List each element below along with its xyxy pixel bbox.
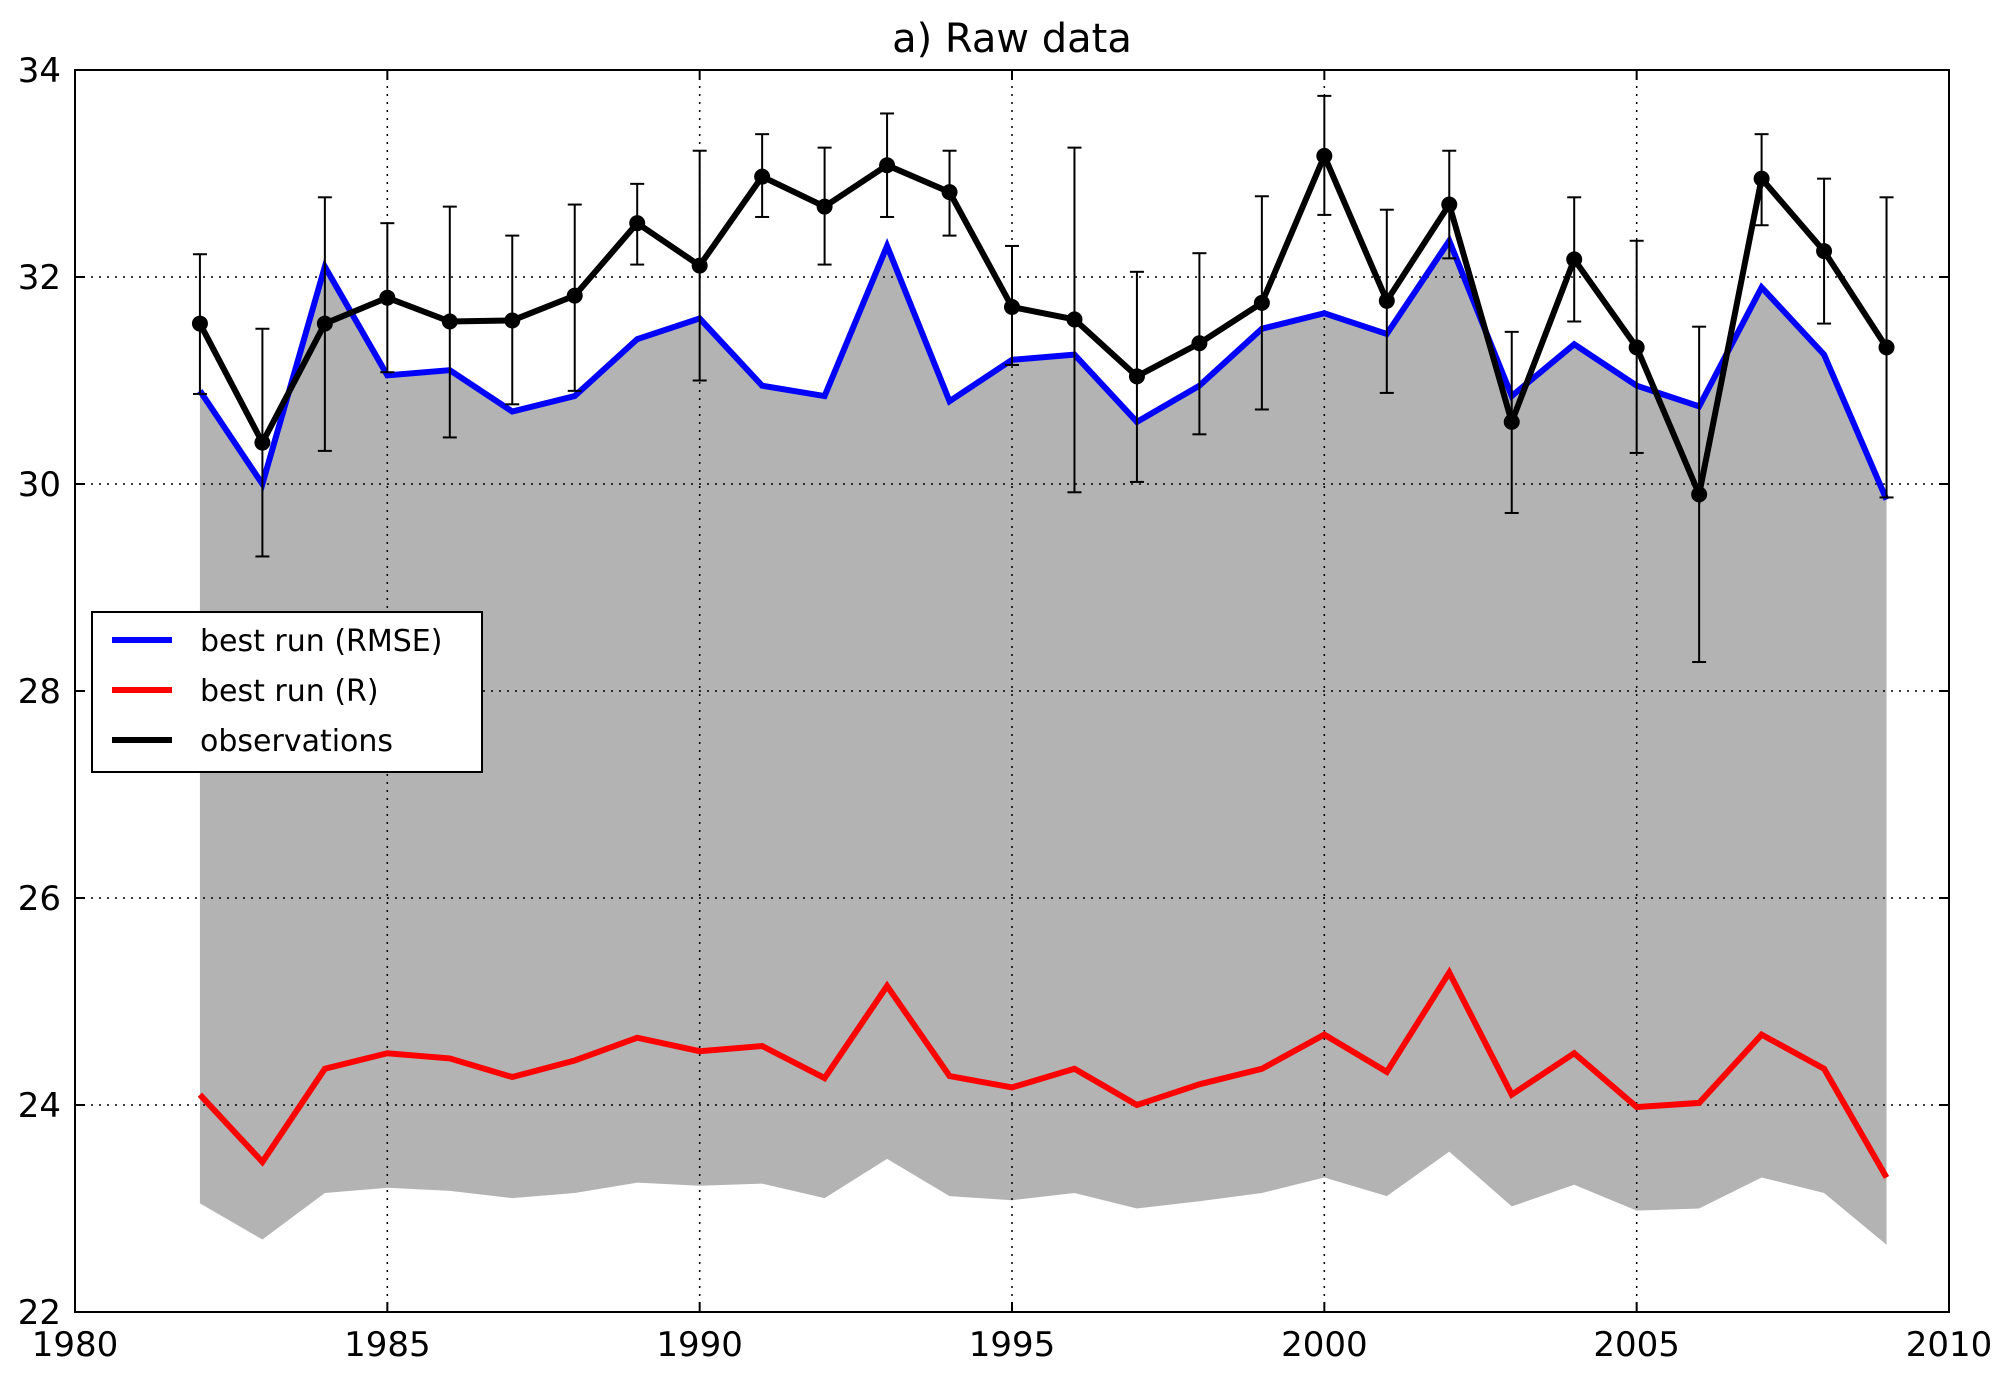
y-tick-label: 30 <box>18 465 61 505</box>
data-point <box>1378 292 1395 309</box>
data-point <box>191 315 208 332</box>
x-tick-label: 2010 <box>1906 1325 1993 1365</box>
data-point <box>504 312 521 329</box>
y-tick-label: 22 <box>18 1293 61 1333</box>
series-line-0 <box>197 234 1890 501</box>
data-point <box>1566 251 1583 268</box>
data-point <box>1878 339 1895 356</box>
data-point <box>1691 486 1708 503</box>
data-point <box>441 313 458 330</box>
data-point <box>1253 294 1270 311</box>
data-point <box>629 215 646 232</box>
ticks-layer: 1980 1985 1990 1995 2000 2005 2010 22 24 26 28 30 32… <box>18 51 1993 1365</box>
y-tick-label: 28 <box>18 672 61 712</box>
data-point <box>1066 311 1083 328</box>
data-point <box>1503 413 1520 430</box>
x-tick-label: 2000 <box>1281 1325 1368 1365</box>
data-point <box>941 184 958 201</box>
y-tick-label: 26 <box>18 879 61 919</box>
envelope-band <box>199 240 1887 1245</box>
data-point <box>1128 368 1145 385</box>
data-point <box>379 289 396 306</box>
y-tick-label: 32 <box>18 258 61 298</box>
legend-label: best run (R) <box>200 674 379 709</box>
data-point <box>1316 147 1333 164</box>
data-point <box>1816 243 1833 260</box>
series-line-2 <box>197 148 1890 505</box>
x-tick-label: 1995 <box>969 1325 1056 1365</box>
x-tick-label: 1990 <box>656 1325 743 1365</box>
x-tick-label: 1985 <box>344 1325 431 1365</box>
data-point <box>566 287 583 304</box>
data-point <box>1628 339 1645 356</box>
legend-label: best run (RMSE) <box>200 624 442 659</box>
data-point <box>1441 196 1458 213</box>
chart-title: a) Raw data <box>892 16 1132 62</box>
y-tick-label: 24 <box>18 1086 61 1126</box>
data-point <box>754 168 771 185</box>
data-point <box>691 257 708 274</box>
legend: best run (RMSE) best run (R) observations <box>91 611 483 773</box>
data-point <box>879 157 896 174</box>
y-tick-label: 34 <box>18 51 61 91</box>
x-tick-label: 1980 <box>32 1325 119 1365</box>
legend-label: observations <box>200 724 393 759</box>
data-point <box>1753 170 1770 187</box>
data-point <box>254 434 271 451</box>
envelope-band-layer <box>199 240 1887 1245</box>
series-line-1 <box>197 966 1890 1179</box>
data-point <box>816 198 833 215</box>
data-point <box>1004 299 1020 316</box>
data-point <box>1191 335 1208 352</box>
data-point <box>316 315 333 332</box>
x-tick-label: 2005 <box>1593 1325 1680 1365</box>
series-layer <box>191 94 1895 1179</box>
